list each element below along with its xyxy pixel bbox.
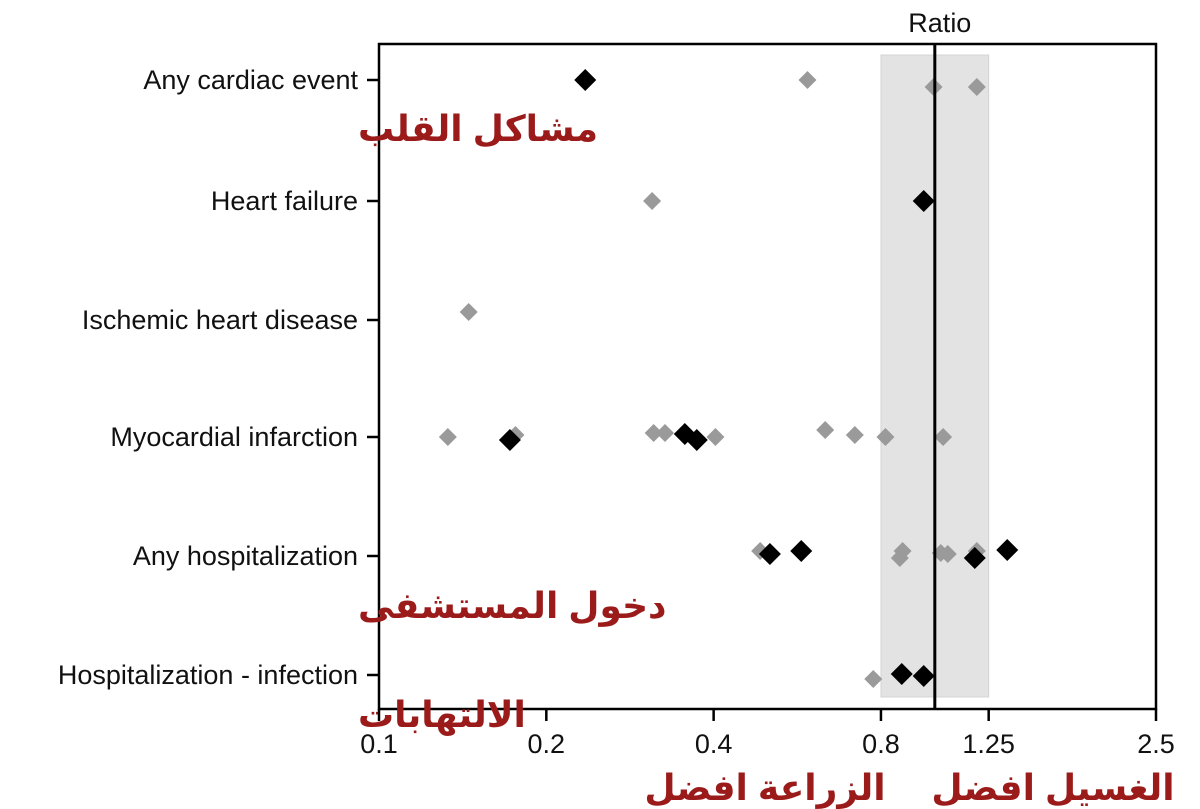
category-label: Ischemic heart disease [82, 305, 358, 335]
x-tick-marks [377, 709, 1158, 721]
left-favors-annotation: الزراعة افضل [644, 767, 885, 809]
black-diamond-point [912, 190, 935, 212]
category-label: Any cardiac event [143, 65, 358, 95]
gray-diamond-point [845, 426, 864, 444]
category-annotation: الالتهابات [358, 694, 526, 736]
gray-diamond-point [644, 424, 663, 442]
category-annotations: مشاكل القلب دخول المستشفى الالتهابات [358, 108, 667, 736]
right-favors-annotation: الغسيل افضل [931, 767, 1174, 808]
gray-diamond-point [438, 428, 457, 446]
black-diamond-point [912, 665, 935, 687]
black-diamond-point [685, 429, 708, 451]
category-label: Hospitalization - infection [58, 660, 358, 690]
black-diamond-point [498, 429, 521, 451]
gray-diamond-point [934, 428, 953, 446]
gray-diamond-point [876, 428, 895, 446]
black-diamond-point [996, 539, 1019, 561]
gray-diamond-point [967, 78, 986, 96]
gray-diamond-point [655, 424, 674, 442]
category-annotation: مشاكل القلب [358, 108, 598, 149]
category-annotation: دخول المستشفى [358, 585, 667, 627]
category-label: Any hospitalization [133, 541, 358, 571]
x-tick-label: 0.2 [528, 729, 566, 759]
x-tick-label: 1.25 [962, 729, 1015, 759]
gray-diamond-point [643, 192, 662, 210]
gray-diamond-point [798, 71, 817, 89]
gray-diamond-point [938, 545, 957, 563]
category-label: Heart failure [211, 186, 358, 216]
x-tick-label: 0.8 [862, 729, 900, 759]
gray-diamond-point [459, 303, 478, 321]
plot-frame [377, 42, 1158, 711]
category-label: Myocardial infarction [110, 422, 358, 452]
black-diamond-point [890, 663, 913, 685]
black-diamond-point [574, 69, 597, 91]
chart-title: Ratio [908, 8, 971, 38]
axis-annotations: الزراعة افضل الغسيل افضل [644, 767, 1174, 809]
x-tick-label: 0.4 [695, 729, 733, 759]
black-diamond-point [790, 540, 813, 562]
x-tick-label: 0.1 [360, 729, 398, 759]
x-tick-labels: 0.1 0.2 0.4 0.8 1.25 2.5 [360, 729, 1175, 759]
gray-diamond-point [706, 428, 725, 446]
category-labels: Any cardiac event Heart failure Ischemic h… [58, 65, 359, 690]
gray-diamond-point [816, 421, 835, 439]
gray-diamond-point [864, 670, 883, 688]
x-tick-label: 2.5 [1137, 729, 1175, 759]
data-points [438, 69, 1019, 688]
black-diamond-point [963, 547, 986, 569]
y-tick-marks [367, 78, 379, 677]
black-diamond-point [758, 543, 781, 565]
gray-diamond-point [890, 549, 909, 567]
